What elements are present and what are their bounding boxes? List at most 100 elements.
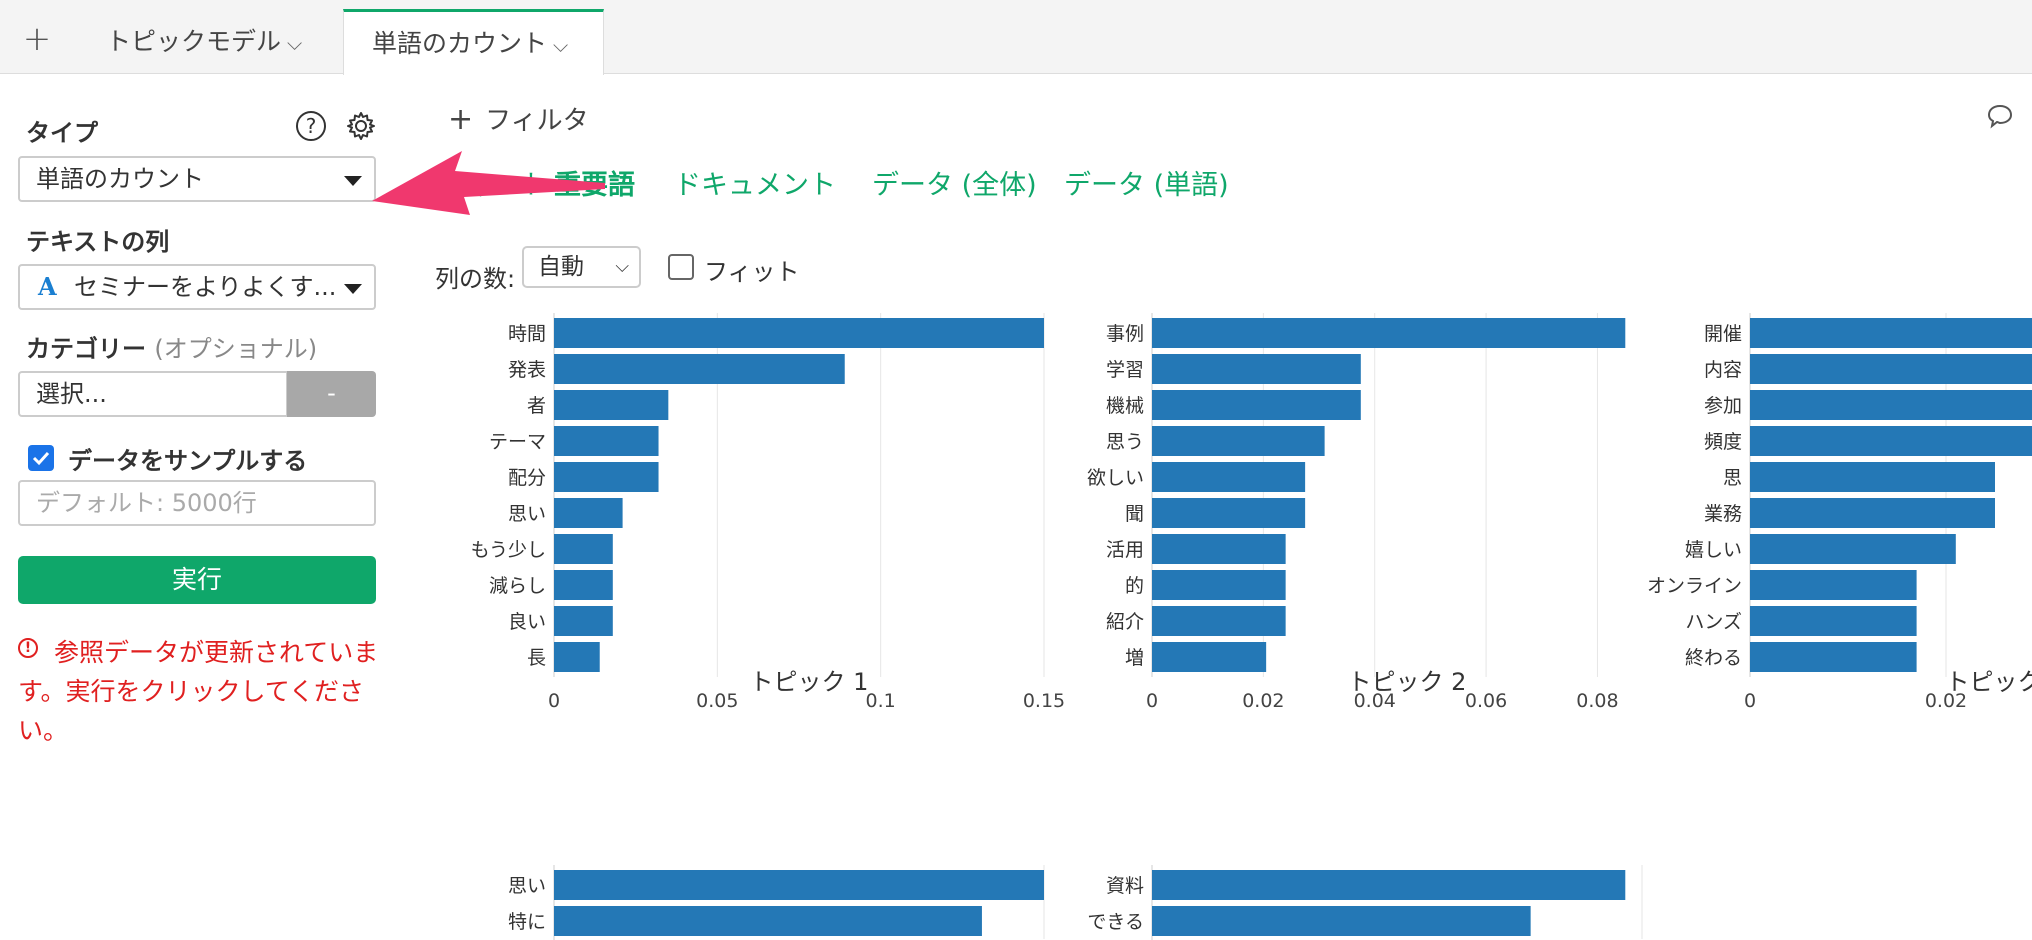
sidebar: タイプ ? 単語のカウント テキストの列 A セミナーをよりよくす... カテゴ…	[0, 75, 390, 940]
bar	[1750, 462, 1995, 492]
warning-message: 参照データが更新されています。実行をクリックしてください。	[18, 638, 379, 745]
bar	[1152, 534, 1286, 564]
bar	[1750, 426, 2032, 456]
bar	[1750, 354, 2032, 384]
y-tick-label: テーマ	[489, 431, 546, 453]
chart-title: トピック 1	[750, 668, 869, 696]
type-select[interactable]: 単語のカウント	[18, 156, 376, 202]
category-optional-text: (オプショナル)	[154, 335, 318, 363]
tab-topic-model[interactable]: トピックモデル ⌵	[106, 10, 302, 74]
annotation-arrow	[372, 151, 605, 215]
columns-value: 自動	[538, 254, 584, 280]
y-tick-label: 資料	[1106, 875, 1144, 897]
category-select[interactable]: 選択...	[18, 371, 288, 417]
chart-title: トピック 3	[1946, 668, 2032, 696]
text-column-select[interactable]: A セミナーをよりよくす...	[18, 264, 376, 310]
y-tick-label: 発表	[508, 359, 546, 381]
text-type-icon: A	[38, 272, 57, 301]
x-tick-label: 0.05	[696, 690, 738, 712]
y-tick-label: 頻度	[1704, 431, 1742, 453]
bar	[1750, 498, 1995, 528]
y-tick-label: ハンズ	[1685, 611, 1742, 633]
y-tick-label: 思い	[508, 503, 546, 525]
bar	[1750, 606, 1917, 636]
bar	[1750, 390, 2032, 420]
y-tick-label: 長	[527, 647, 546, 669]
sample-checkbox[interactable]	[28, 445, 54, 471]
type-select-value: 単語のカウント	[36, 165, 204, 193]
sample-size-input[interactable]: デフォルト: 5000行	[18, 480, 376, 526]
text-column-value: セミナーをよりよくす...	[74, 273, 337, 301]
chevron-down-icon[interactable]: ⌵	[287, 31, 303, 55]
bar	[1152, 906, 1531, 936]
tab-data-all[interactable]: データ (全体)	[872, 170, 1037, 201]
x-tick-label: 0.1	[866, 690, 896, 712]
y-tick-label: 聞	[1125, 503, 1144, 525]
caret-down-icon	[344, 284, 362, 294]
y-tick-label: 業務	[1704, 503, 1742, 525]
chart-title: トピック 2	[1348, 668, 1467, 696]
columns-label: 列の数:	[435, 265, 516, 293]
category-clear-button[interactable]: -	[287, 371, 376, 417]
bar	[554, 318, 1044, 348]
y-tick-label: 減らし	[489, 575, 546, 597]
bar	[1152, 498, 1306, 528]
tab-word-count[interactable]: 単語のカウント ⌵	[343, 9, 604, 75]
x-tick-label: 0.08	[1576, 690, 1618, 712]
chevron-down-icon[interactable]: ⌵	[553, 33, 569, 57]
y-tick-label: 終わる	[1685, 647, 1742, 669]
filter-label: フィルタ	[485, 106, 589, 136]
bar	[554, 390, 669, 420]
y-tick-label: 増	[1125, 647, 1144, 669]
y-tick-label: できる	[1087, 911, 1144, 933]
bar	[554, 426, 659, 456]
y-tick-label: オンライン	[1647, 575, 1742, 597]
category-placeholder: 選択...	[36, 380, 107, 408]
bar	[554, 354, 845, 384]
bar	[554, 642, 600, 672]
caret-down-icon	[344, 176, 362, 186]
category-label: カテゴリー (オプショナル)	[26, 329, 317, 364]
fit-label: フィット	[704, 258, 800, 286]
y-tick-label: 嬉しい	[1685, 539, 1742, 561]
y-tick-label: 紹介	[1106, 611, 1144, 633]
bar	[554, 870, 1044, 900]
bar	[1152, 318, 1626, 348]
text-column-label: テキストの列	[26, 228, 170, 256]
sample-size-placeholder: デフォルト: 5000行	[36, 489, 257, 517]
fit-checkbox[interactable]	[668, 254, 694, 280]
bar	[1152, 390, 1361, 420]
type-label: タイプ	[26, 119, 98, 147]
bar	[1152, 354, 1361, 384]
filter-button[interactable]: + フィルタ	[448, 100, 589, 137]
y-tick-label: 参加	[1704, 395, 1742, 417]
y-tick-label: 者	[527, 395, 546, 417]
columns-select[interactable]: 自動 ⌵	[522, 246, 641, 288]
add-tab-button[interactable]: +	[22, 19, 52, 59]
bar	[1750, 642, 1917, 672]
y-tick-label: 開催	[1704, 323, 1742, 345]
y-tick-label: 思う	[1106, 431, 1144, 453]
tab-bar: + トピックモデル ⌵ 単語のカウント ⌵	[0, 0, 2032, 75]
y-tick-label: 良い	[508, 611, 546, 633]
help-icon[interactable]: ?	[296, 111, 326, 141]
bar	[554, 462, 659, 492]
bar	[1152, 462, 1306, 492]
y-tick-label: 内容	[1704, 359, 1742, 381]
y-tick-label: 欲しい	[1087, 467, 1144, 489]
y-tick-label: 事例	[1106, 323, 1144, 345]
y-tick-label: 学習	[1106, 359, 1144, 381]
y-tick-label: 配分	[508, 467, 546, 489]
tab-data-words[interactable]: データ (単語)	[1064, 170, 1229, 201]
bar	[1152, 606, 1286, 636]
comment-icon[interactable]	[1986, 103, 2014, 129]
y-tick-label: 思い	[508, 875, 546, 897]
x-tick-label: 0.04	[1354, 690, 1396, 712]
chevron-down-icon: ⌵	[615, 256, 629, 277]
tab-document[interactable]: ドキュメント	[674, 170, 836, 201]
run-button[interactable]: 実行	[18, 556, 376, 604]
y-tick-label: 時間	[508, 323, 546, 345]
main-panel: +フィルタ チャート 重要語 ドキュメント データ (全体) データ (単語) …	[372, 75, 2032, 940]
gear-icon[interactable]	[345, 110, 377, 142]
